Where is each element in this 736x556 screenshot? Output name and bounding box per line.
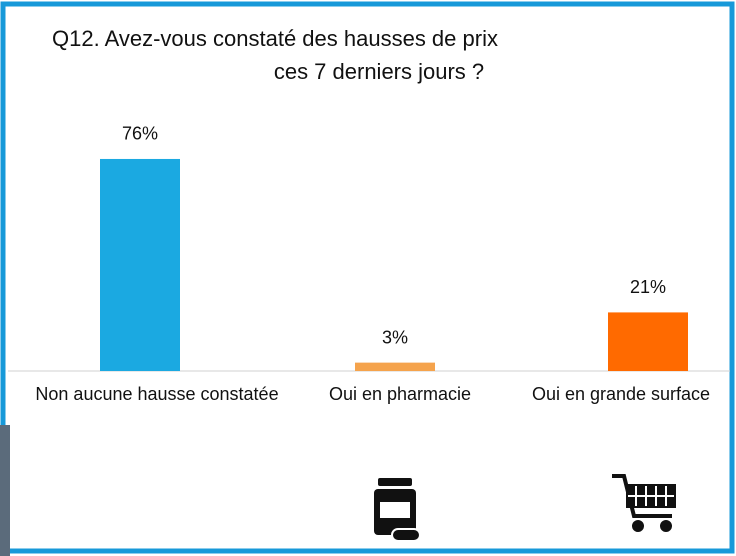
bar xyxy=(355,362,435,371)
bar xyxy=(100,158,180,371)
value-label: 21% xyxy=(630,277,666,297)
value-label: 3% xyxy=(382,327,408,347)
bar xyxy=(608,312,688,371)
x-tick-label: Oui en pharmacie xyxy=(329,384,471,404)
chart-title: ces 7 derniers jours ? xyxy=(274,59,484,84)
value-label: 76% xyxy=(122,124,158,144)
pill-icon xyxy=(374,478,421,542)
frame-edge xyxy=(0,425,10,556)
x-tick-label: Oui en grande surface xyxy=(532,384,710,404)
x-tick-label: Non aucune hausse constatée xyxy=(35,384,278,404)
chart-title: Q12. Avez-vous constaté des hausses de p… xyxy=(52,26,498,51)
cart-icon xyxy=(612,474,676,532)
